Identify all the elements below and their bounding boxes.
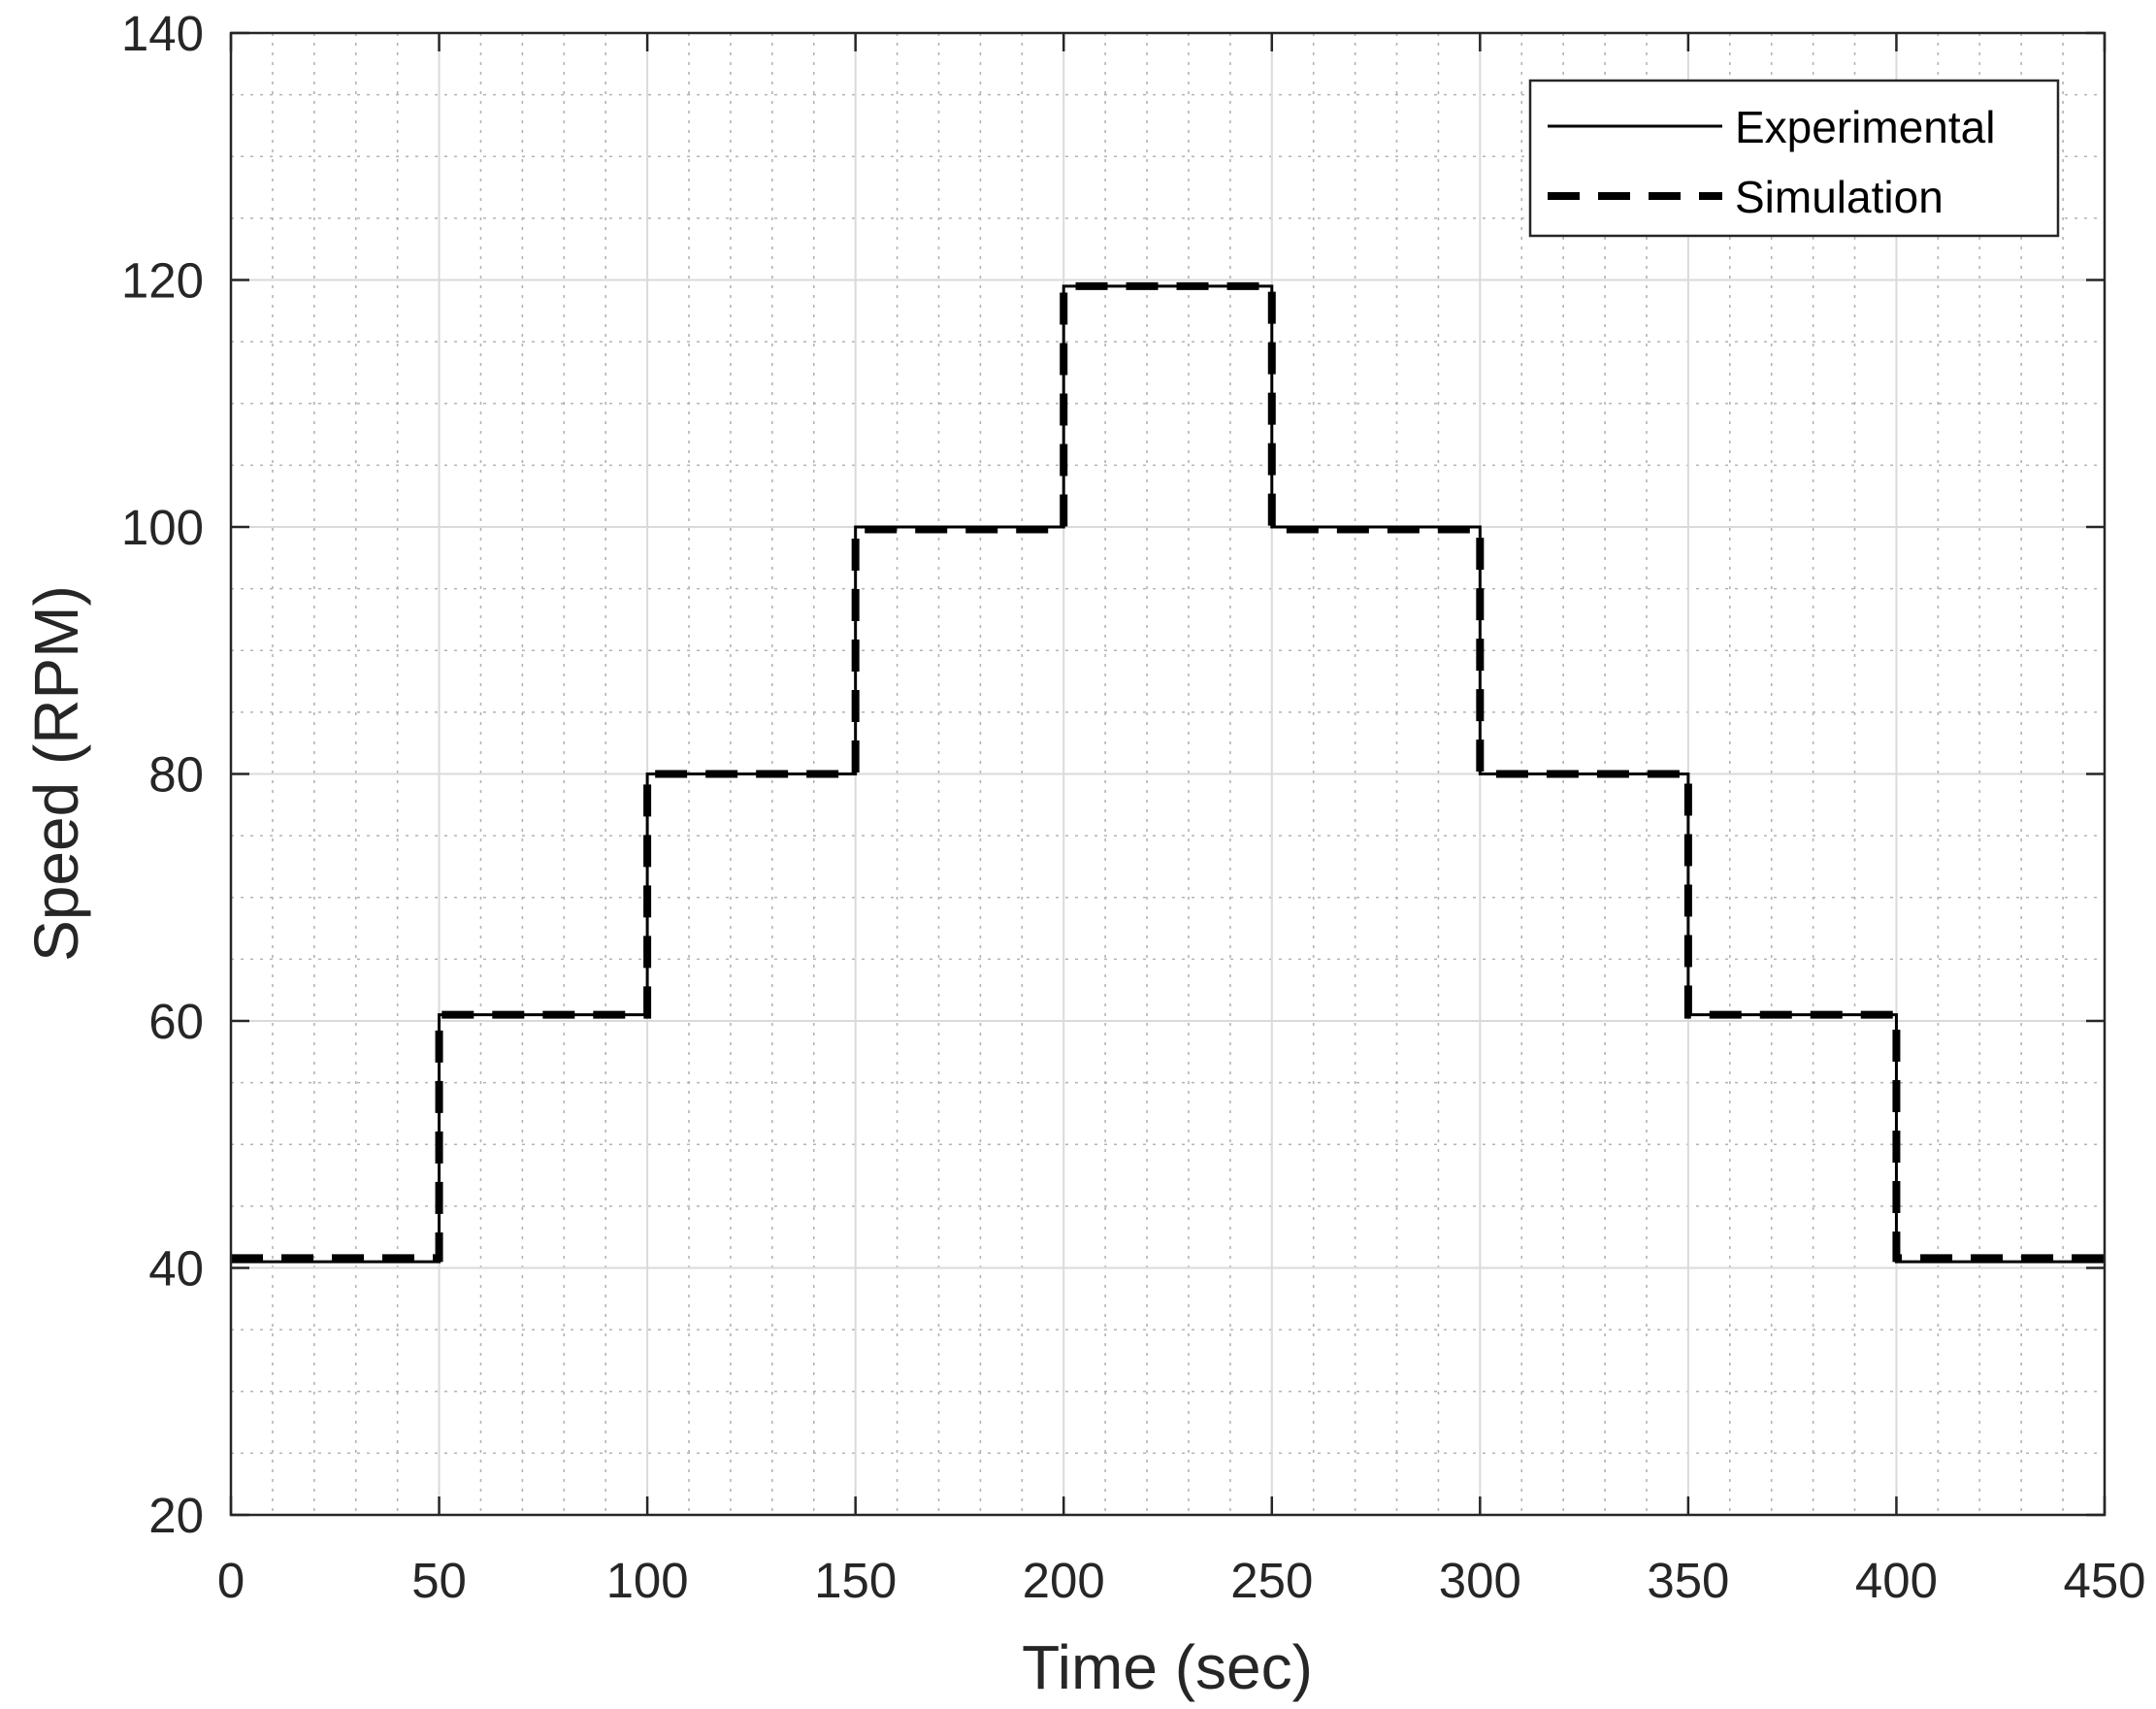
x-tick-label: 400 [1855,1553,1938,1608]
x-tick-label: 450 [2063,1553,2145,1608]
x-tick-label: 300 [1439,1553,1521,1608]
x-tick-label: 350 [1647,1553,1729,1608]
x-tick-label: 50 [411,1553,467,1608]
x-tick-labels: 0 50 100 150 200 250 300 350 400 450 [217,1553,2146,1608]
axis-ticks [229,31,2107,1517]
x-tick-label: 200 [1023,1553,1105,1608]
y-tick-label: 40 [148,1241,204,1297]
series-layer [231,281,2105,1264]
y-tick-label: 80 [148,747,204,803]
x-axis-title: Time (sec) [1022,1632,1313,1702]
y-tick-label: 60 [148,994,204,1049]
y-tick-labels: 20 40 60 80 100 120 140 [121,6,204,1543]
x-tick-label: 150 [814,1553,897,1608]
legend-box [1528,79,2060,238]
legend-label-experimental: Experimental [1735,102,1995,152]
series-simulation-line [231,281,2105,1263]
x-tick-label: 0 [217,1553,245,1608]
x-tick-label: 100 [606,1553,689,1608]
y-tick-label: 140 [121,6,204,61]
y-tick-label: 120 [121,253,204,309]
legend-label-simulation: Simulation [1735,172,1944,222]
legend: Experimental Simulation [1528,79,2060,238]
x-tick-label: 250 [1230,1553,1313,1608]
y-axis-title: Speed (RPM) [21,585,91,962]
y-tick-label: 100 [121,500,204,555]
y-tick-label: 20 [148,1488,204,1543]
